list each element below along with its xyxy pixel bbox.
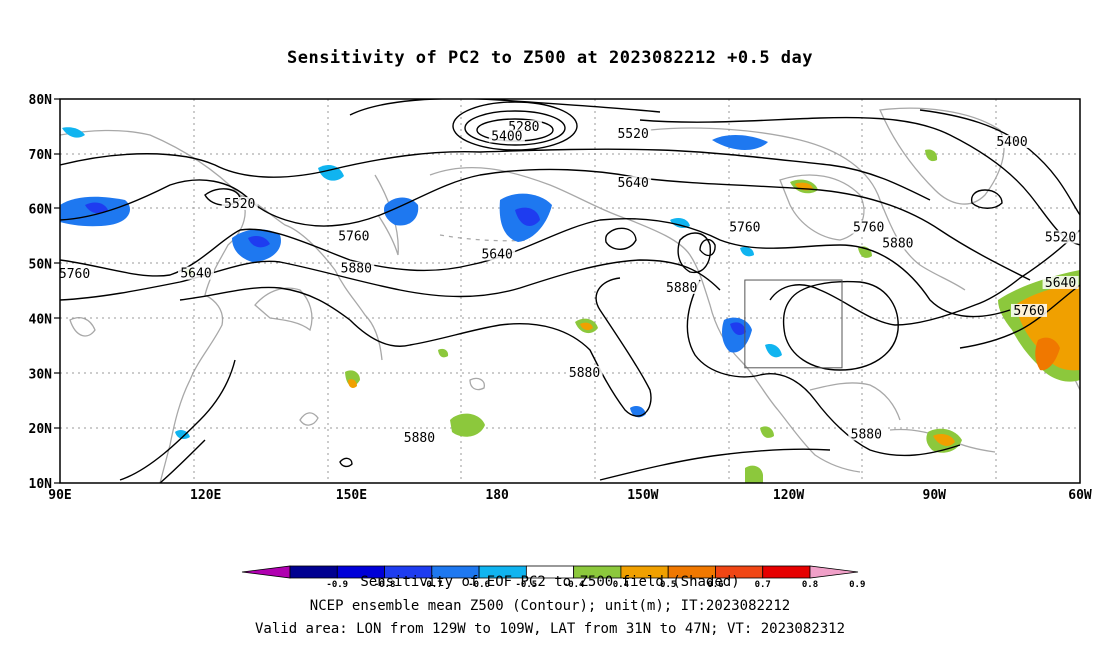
contour-label-background bbox=[1011, 303, 1047, 317]
contour-label-background bbox=[1042, 275, 1079, 289]
sensitivity-shading bbox=[60, 127, 1080, 483]
contour-label: 5640 bbox=[617, 176, 648, 191]
contour-label: 5760 bbox=[729, 221, 760, 236]
latitude-tick-label: 60N bbox=[29, 203, 53, 218]
colorbar-label: 0.9 bbox=[849, 580, 865, 590]
contour-label-background bbox=[879, 236, 916, 250]
contour-label: 5400 bbox=[491, 129, 522, 144]
contour-label-background bbox=[56, 267, 93, 281]
colorbar-label: 0.8 bbox=[802, 580, 818, 590]
latitude-tick-label: 20N bbox=[29, 422, 53, 437]
colorbar-label: -0.5 bbox=[516, 580, 538, 590]
longitude-tick-label: 120E bbox=[190, 488, 221, 503]
colorbar-label: -0.6 bbox=[468, 580, 490, 590]
contour-label-background bbox=[994, 134, 1030, 148]
map-title: Sensitivity of PC2 to Z500 at 2023082212… bbox=[286, 48, 813, 68]
colorbar-label: 0.6 bbox=[707, 580, 723, 590]
contour-label: 5880 bbox=[404, 431, 435, 446]
colorbar-label: 0.4 bbox=[613, 580, 630, 590]
coastlines bbox=[60, 107, 1080, 483]
latitude-tick-label: 80N bbox=[29, 93, 53, 108]
contour-label: 5640 bbox=[481, 247, 512, 262]
colorbar-label: -0.8 bbox=[374, 580, 396, 590]
longitude-tick-label: 60W bbox=[1068, 488, 1092, 503]
contour-label: 5880 bbox=[341, 262, 372, 277]
contour-label-background bbox=[221, 196, 258, 210]
colorbar-overflow-triangle bbox=[809, 565, 859, 579]
contour-label: 5880 bbox=[569, 366, 600, 381]
latitude-tick-label: 50N bbox=[29, 258, 53, 273]
longitude-tick-label: 150E bbox=[336, 488, 367, 503]
colorbar-label: -0.9 bbox=[326, 580, 348, 590]
longitude-tick-label: 120W bbox=[773, 488, 804, 503]
contour-label-background bbox=[488, 129, 525, 143]
footer-shaded-caption: Sensitivity of EOF PC2 to Z500 field (Sh… bbox=[360, 574, 740, 590]
z500-contours bbox=[60, 99, 1080, 483]
colorbar-label: 0.5 bbox=[660, 580, 676, 590]
contour-label: 5880 bbox=[882, 236, 913, 251]
latitude-tick-label: 30N bbox=[29, 367, 53, 382]
valid-area-box bbox=[744, 279, 843, 369]
contour-label: 5640 bbox=[180, 267, 211, 282]
contour-label-background bbox=[615, 126, 652, 140]
contour-label-background bbox=[178, 266, 214, 280]
longitude-tick-label: 180 bbox=[485, 488, 509, 503]
contour-label: 5760 bbox=[338, 229, 369, 244]
longitude-tick-label: 90W bbox=[923, 488, 947, 503]
latitude-labels: 80N 70N 60N 50N 40N 30N 20N 10N bbox=[29, 93, 53, 492]
latitude-tick-label: 10N bbox=[29, 477, 53, 492]
contour-label: 5640 bbox=[1045, 276, 1076, 291]
longitude-labels: 90E 120E 150E 180 150W 120W 90W 60W bbox=[48, 488, 1092, 503]
longitude-tick-label: 90E bbox=[48, 488, 71, 503]
colorbar: -0.9 -0.8 -0.7 -0.6 -0.5 -0.4 0.4 0.5 0.6 0.7 0.8 0… bbox=[241, 565, 865, 590]
longitude-tick-label: 150W bbox=[627, 488, 658, 503]
contour-label: 5760 bbox=[1013, 304, 1044, 319]
colorbar-label: -0.4 bbox=[563, 580, 585, 590]
contour-label-background bbox=[566, 365, 603, 379]
contour-label-background bbox=[615, 176, 652, 190]
contour-label-background bbox=[848, 427, 885, 441]
footer-contour-caption: NCEP ensemble mean Z500 (Contour); unit(… bbox=[309, 598, 791, 614]
latitude-tick-label: 70N bbox=[29, 148, 53, 163]
contour-label-background bbox=[726, 220, 763, 234]
contour-label: 5760 bbox=[59, 267, 90, 282]
contour-label: 5520 bbox=[617, 127, 648, 142]
latitude-tick-label: 40N bbox=[29, 312, 53, 327]
footer-valid-area-caption: Valid area: LON from 129W to 109W, LAT f… bbox=[254, 621, 845, 637]
axis-ticks bbox=[54, 98, 60, 484]
contour-label: 5880 bbox=[851, 427, 882, 442]
contour-label: 5400 bbox=[996, 135, 1027, 150]
contour-label: 5880 bbox=[666, 281, 697, 296]
contour-label-background bbox=[338, 261, 375, 275]
colorbar-label: 0.7 bbox=[755, 580, 771, 590]
colorbar-label: -0.7 bbox=[421, 580, 443, 590]
contour-label-background bbox=[1042, 230, 1079, 244]
contour-label-background bbox=[479, 247, 516, 261]
plot-frame bbox=[59, 98, 1081, 484]
contour-label-background bbox=[401, 431, 438, 445]
contour-label-background bbox=[335, 229, 372, 243]
contour-label: 5760 bbox=[853, 221, 884, 236]
contour-label: 5520 bbox=[1045, 230, 1076, 245]
contour-label-background bbox=[663, 280, 700, 294]
contour-label: 5520 bbox=[224, 197, 255, 212]
contour-label-background bbox=[850, 220, 887, 234]
